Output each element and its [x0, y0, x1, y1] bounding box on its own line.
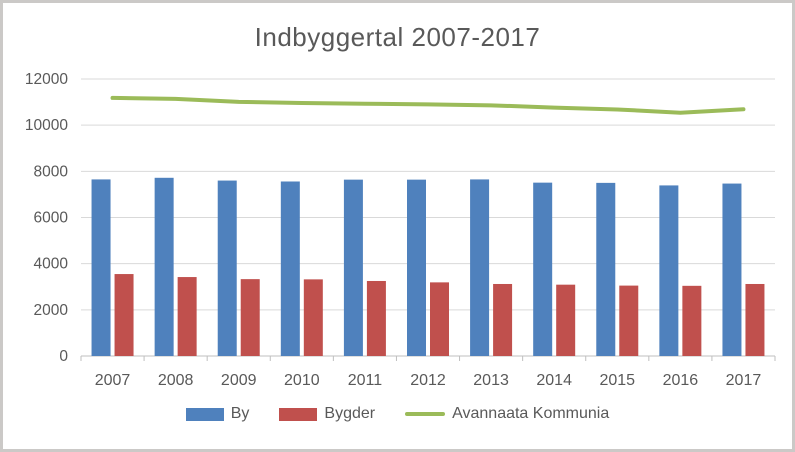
- bar-by-2011: [343, 179, 363, 356]
- bar-by-2008: [154, 177, 174, 356]
- x-axis-tick-label: 2013: [473, 372, 509, 389]
- legend-item-by: By: [185, 405, 250, 423]
- bar-by-2014: [533, 182, 553, 356]
- bar-bygder-2015: [619, 285, 639, 356]
- legend-label-bygder: Bygder: [324, 405, 376, 422]
- avannaata-kommunia-legend-line: [405, 412, 446, 416]
- bar-bygder-2010: [303, 279, 323, 356]
- x-axis-tick-label: 2016: [663, 372, 699, 389]
- legend-item-bygder: Bygder: [279, 405, 375, 423]
- bar-by-2016: [659, 185, 679, 356]
- legend-item-avannaata-kommunia: Avannaata Kommunia: [405, 405, 609, 423]
- x-axis-tick-label: 2011: [348, 372, 383, 389]
- y-axis-tick-label: 0: [59, 348, 68, 365]
- x-axis-tick-label: 2015: [599, 372, 635, 389]
- bar-by-2012: [407, 179, 426, 356]
- chart-title: Indbyggertal 2007-2017: [254, 22, 541, 52]
- by-legend-swatch: [185, 407, 224, 421]
- y-axis-tick-label: 10000: [25, 117, 68, 134]
- y-axis-tick-label: 4000: [34, 256, 69, 273]
- bar-bygder-2009: [240, 279, 260, 356]
- bar-bygder-2007: [114, 274, 134, 356]
- bar-bygder-2011: [366, 280, 386, 356]
- legend-label-avannaata-kommunia: Avannaata Kommunia: [452, 405, 610, 422]
- y-axis-tick-label: 12000: [25, 71, 68, 88]
- bar-bygder-2014: [556, 284, 576, 356]
- chart-legend: By Bygder Avannaata Kommunia: [3, 405, 792, 423]
- bar-bygder-2016: [682, 285, 702, 356]
- y-axis-tick-label: 8000: [34, 163, 69, 180]
- bar-bygder-2008: [177, 277, 197, 356]
- bar-by-2009: [217, 180, 237, 356]
- x-axis-tick-label: 2009: [221, 372, 257, 389]
- bygder-legend-swatch: [279, 407, 318, 421]
- x-axis-tick-label: 2012: [410, 372, 446, 389]
- bar-by-2017: [722, 183, 742, 356]
- bar-bygder-2012: [430, 282, 449, 356]
- bar-bygder-2013: [493, 283, 513, 356]
- bar-by-2007: [91, 179, 111, 356]
- population-chart-plot-area: 0 2000 4000 6000 8000 10000 12000 2007 2008 2009 2…: [25, 71, 776, 389]
- bar-by-2013: [470, 179, 490, 356]
- x-axis-tick-label: 2007: [95, 372, 131, 389]
- y-axis-tick-label: 2000: [34, 302, 69, 319]
- x-axis-tick-label: 2017: [726, 372, 762, 389]
- avannaata-kommunia-line: [110, 95, 746, 115]
- x-axis-tick-label: 2014: [536, 372, 572, 389]
- bar-by-2010: [280, 181, 300, 356]
- x-axis-tick-label: 2008: [158, 372, 194, 389]
- x-axis-tick-label: 2010: [284, 372, 320, 389]
- y-axis-tick-label: 6000: [34, 210, 69, 227]
- legend-label-by: By: [230, 405, 250, 422]
- bar-by-2015: [596, 182, 616, 356]
- bar-bygder-2017: [745, 283, 765, 356]
